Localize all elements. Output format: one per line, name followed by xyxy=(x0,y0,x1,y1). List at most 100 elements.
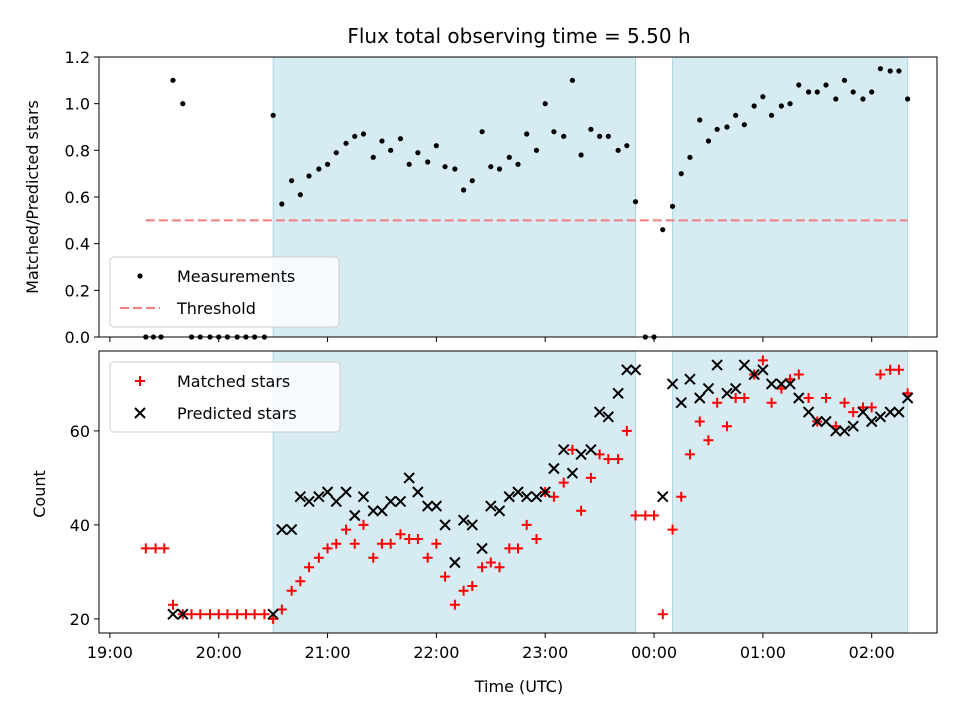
series-2-point-1 xyxy=(167,608,179,620)
series-1-point-61 xyxy=(687,154,693,160)
y-tick-label-6: 1.0 xyxy=(65,95,90,114)
series-2-point-15 xyxy=(376,505,388,517)
series-1-point-32 xyxy=(422,552,433,563)
series-1-point-82 xyxy=(875,369,886,380)
series-1-point-46 xyxy=(548,491,559,502)
series-1-point-21 xyxy=(324,161,331,167)
series-2-point-20 xyxy=(421,500,434,512)
series-1-point-79 xyxy=(850,89,856,95)
series-2-point-56 xyxy=(765,378,778,390)
series-1-point-43 xyxy=(521,519,532,530)
series-1-point-26 xyxy=(370,154,376,160)
series-2-point-54 xyxy=(748,368,760,381)
series-1-point-37 xyxy=(469,178,475,184)
series-2-point-33 xyxy=(539,486,551,498)
series-2-point-39 xyxy=(593,406,606,418)
observing-window-2 xyxy=(672,56,909,338)
series-1-point-37 xyxy=(467,581,478,591)
legend-marker-1 xyxy=(135,376,145,386)
series-1-point-29 xyxy=(397,136,404,142)
series-1-point-11 xyxy=(232,609,243,620)
series-1-point-36 xyxy=(460,187,467,193)
series-1-point-83 xyxy=(887,68,893,74)
series-1-point-73 xyxy=(793,369,804,380)
series-1-point-14 xyxy=(259,609,270,620)
series-1-point-71 xyxy=(778,103,784,109)
series-1-point-34 xyxy=(442,164,448,170)
series-1-point-77 xyxy=(833,96,839,102)
series-1-point-64 xyxy=(712,397,723,408)
series-2-point-66 xyxy=(857,406,869,418)
series-1-point-41 xyxy=(504,543,515,554)
series-2-point-40 xyxy=(602,411,615,423)
series-1-point-46 xyxy=(551,129,557,135)
series-1-point-75 xyxy=(814,89,820,95)
series-1-point-12 xyxy=(240,609,251,620)
y-tick-label-1: 20 xyxy=(70,610,90,629)
series-1-point-51 xyxy=(594,449,605,460)
series-1-point-69 xyxy=(757,355,768,366)
series-1-point-45 xyxy=(542,101,548,107)
series-1-point-13 xyxy=(249,609,260,620)
series-1-point-7 xyxy=(195,609,206,620)
series-2-point-23 xyxy=(449,556,461,569)
series-2-point-62 xyxy=(820,415,832,428)
series-1-point-16 xyxy=(279,201,285,207)
series-2-point-38 xyxy=(585,443,597,456)
series-1-point-62 xyxy=(694,416,705,427)
y-tick-label-4: 0.6 xyxy=(65,188,90,207)
series-1-point-4 xyxy=(168,599,179,610)
series-2-point-64 xyxy=(838,425,851,437)
series-2-point-7 xyxy=(303,495,315,508)
series-2-point-30 xyxy=(512,486,524,498)
series-2-point-12 xyxy=(349,509,361,522)
series-1-point-27 xyxy=(379,138,385,144)
series-1-point-52 xyxy=(605,133,611,139)
series-2-point-43 xyxy=(629,364,642,376)
series-2-point-36 xyxy=(566,467,579,479)
series-2-point-47 xyxy=(684,373,696,385)
series-1-point-20 xyxy=(316,166,322,172)
series-1-point-30 xyxy=(406,161,412,167)
series-2-point-37 xyxy=(575,448,587,461)
series-2-point-18 xyxy=(403,472,415,484)
series-1-point-17 xyxy=(286,585,297,596)
series-2-point-41 xyxy=(612,387,624,400)
series-1-point-31 xyxy=(412,534,423,544)
series-1-point-1 xyxy=(140,543,151,554)
series-1-point-35 xyxy=(449,599,460,610)
series-2-point-59 xyxy=(793,392,805,404)
y-tick-label-3: 0.4 xyxy=(65,235,90,254)
series-1-point-19 xyxy=(306,173,312,179)
series-1-point-34 xyxy=(440,571,451,582)
series-1-point-36 xyxy=(458,585,469,596)
series-1-point-39 xyxy=(485,557,496,568)
series-2-point-31 xyxy=(520,490,533,503)
series-1-point-74 xyxy=(805,89,812,95)
series-2-point-65 xyxy=(847,420,859,432)
series-1-point-16 xyxy=(276,604,287,615)
legend-box xyxy=(109,256,340,328)
series-1-point-48 xyxy=(567,444,578,455)
series-2-point-32 xyxy=(530,490,543,503)
series-1-point-81 xyxy=(869,89,875,95)
series-1-point-58 xyxy=(660,227,666,233)
series-1-point-59 xyxy=(667,524,678,535)
legend-label-2: Threshold xyxy=(176,299,256,318)
series-1-point-74 xyxy=(803,393,814,403)
series-1-point-33 xyxy=(433,143,439,149)
y-axis-label-count: Count xyxy=(30,470,49,518)
series-1-point-30 xyxy=(404,534,415,544)
series-1-point-64 xyxy=(714,126,720,132)
series-1-point-56 xyxy=(640,510,651,521)
series-2-point-5 xyxy=(285,523,298,536)
series-2-point-48 xyxy=(694,392,706,404)
series-2-point-52 xyxy=(729,382,742,395)
y-tick-label-2: 40 xyxy=(70,516,90,535)
series-2-point-53 xyxy=(738,359,751,371)
legend-label-1: Matched stars xyxy=(177,372,290,391)
series-2-point-63 xyxy=(830,425,842,437)
series-1-point-29 xyxy=(395,529,406,540)
legend-label-1: Measurements xyxy=(177,267,295,286)
series-2-point-68 xyxy=(874,411,887,423)
